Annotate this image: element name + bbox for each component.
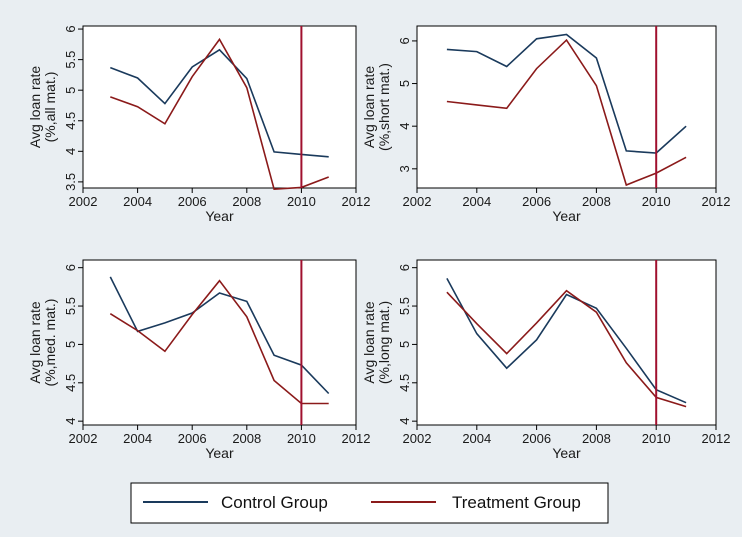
y-axis-subtitle: (%,long mat.) xyxy=(376,301,392,384)
x-tick-label: 2010 xyxy=(642,431,671,446)
x-axis-title: Year xyxy=(552,208,581,224)
plot-area xyxy=(416,25,717,189)
y-tick-label: 5.5 xyxy=(63,51,78,69)
x-tick-label: 2008 xyxy=(232,194,261,209)
x-tick-label: 2012 xyxy=(342,431,371,446)
y-tick-label: 6 xyxy=(63,25,78,32)
x-axis-title: Year xyxy=(205,445,234,461)
y-tick-label: 6 xyxy=(397,37,412,44)
y-axis-subtitle: (%,all mat.) xyxy=(42,72,58,143)
y-tick-label: 4.5 xyxy=(63,374,78,392)
chart-panel-4: 2002 2004 2006 2008 2010 2012 4 4.5 5 5.5 6 Year Avg… xyxy=(361,259,731,461)
y-tick-label: 4.5 xyxy=(63,112,78,130)
x-tick-label: 2002 xyxy=(403,431,432,446)
series-line-control xyxy=(110,48,329,158)
series-line-treatment xyxy=(446,289,687,408)
legend-box xyxy=(130,482,609,524)
y-tick-label: 5 xyxy=(397,80,412,87)
x-tick-label: 2006 xyxy=(522,194,551,209)
x-axis-title: Year xyxy=(552,445,581,461)
y-axis-subtitle: (%,med. mat.) xyxy=(42,299,58,387)
x-tick-label: 2002 xyxy=(69,194,98,209)
plot-area xyxy=(416,259,717,426)
y-axis-title: Avg loan rate xyxy=(27,301,43,383)
plot-area xyxy=(82,25,357,189)
y-axis-title: Avg loan rate xyxy=(27,66,43,148)
y-tick-label: 3.5 xyxy=(63,173,78,191)
x-tick-label: 2004 xyxy=(462,194,491,209)
series-line-control xyxy=(109,276,330,395)
y-tick-label: 5.5 xyxy=(63,297,78,315)
y-tick-label: 4.5 xyxy=(397,374,412,392)
series-line-treatment xyxy=(110,37,329,191)
x-tick-label: 2004 xyxy=(123,194,152,209)
y-tick-label: 3 xyxy=(397,165,412,172)
x-tick-label: 2006 xyxy=(178,431,207,446)
x-tick-label: 2010 xyxy=(287,194,316,209)
chart-panel-2: 2002 2004 2006 2008 2010 2012 3 4 5 6 Year Avg loan… xyxy=(361,25,731,224)
y-tick-label: 4 xyxy=(397,418,412,425)
x-tick-label: 2010 xyxy=(642,194,671,209)
x-tick-label: 2012 xyxy=(702,194,731,209)
y-tick-label: 4 xyxy=(63,148,78,155)
x-tick-label: 2012 xyxy=(702,431,731,446)
plot-area xyxy=(82,259,357,426)
chart-panel-1: 2002 2004 2006 2008 2010 2012 3.5 4 4.5 5 5.5 6 Year… xyxy=(27,25,370,224)
x-tick-label: 2012 xyxy=(342,194,371,209)
series-line-control xyxy=(446,278,687,404)
legend-label-treatment: Treatment Group xyxy=(452,493,581,512)
x-tick-label: 2008 xyxy=(232,431,261,446)
y-axis-title: Avg loan rate xyxy=(361,301,377,383)
x-tick-label: 2008 xyxy=(582,194,611,209)
y-tick-label: 5 xyxy=(63,341,78,348)
x-tick-label: 2002 xyxy=(69,431,98,446)
y-tick-label: 4 xyxy=(397,123,412,130)
legend-label-control: Control Group xyxy=(221,493,328,512)
y-tick-label: 5 xyxy=(63,87,78,94)
chart-panel-3: 2002 2004 2006 2008 2010 2012 4 4.5 5 5.5 6 Year Avg… xyxy=(27,259,371,461)
x-axis-title: Year xyxy=(205,208,234,224)
series-line-control xyxy=(446,33,687,154)
y-tick-label: 4 xyxy=(63,418,78,425)
y-tick-label: 5 xyxy=(397,341,412,348)
y-tick-label: 6 xyxy=(397,264,412,271)
y-axis-subtitle: (%,short mat.) xyxy=(376,63,392,151)
x-tick-label: 2004 xyxy=(462,431,491,446)
y-axis-title: Avg loan rate xyxy=(361,66,377,148)
series-line-treatment xyxy=(109,279,329,405)
x-tick-label: 2004 xyxy=(123,431,152,446)
x-tick-label: 2006 xyxy=(178,194,207,209)
y-tick-label: 5.5 xyxy=(397,297,412,315)
x-tick-label: 2006 xyxy=(522,431,551,446)
x-tick-label: 2010 xyxy=(287,431,316,446)
panels: 2002 2004 2006 2008 2010 2012 3.5 4 4.5 5 5.5 6 Year… xyxy=(27,25,730,461)
y-tick-label: 6 xyxy=(63,264,78,271)
x-tick-label: 2002 xyxy=(403,194,432,209)
x-tick-label: 2008 xyxy=(582,431,611,446)
series-line-treatment xyxy=(446,38,687,187)
legend: Control Group Treatment Group xyxy=(130,482,609,524)
